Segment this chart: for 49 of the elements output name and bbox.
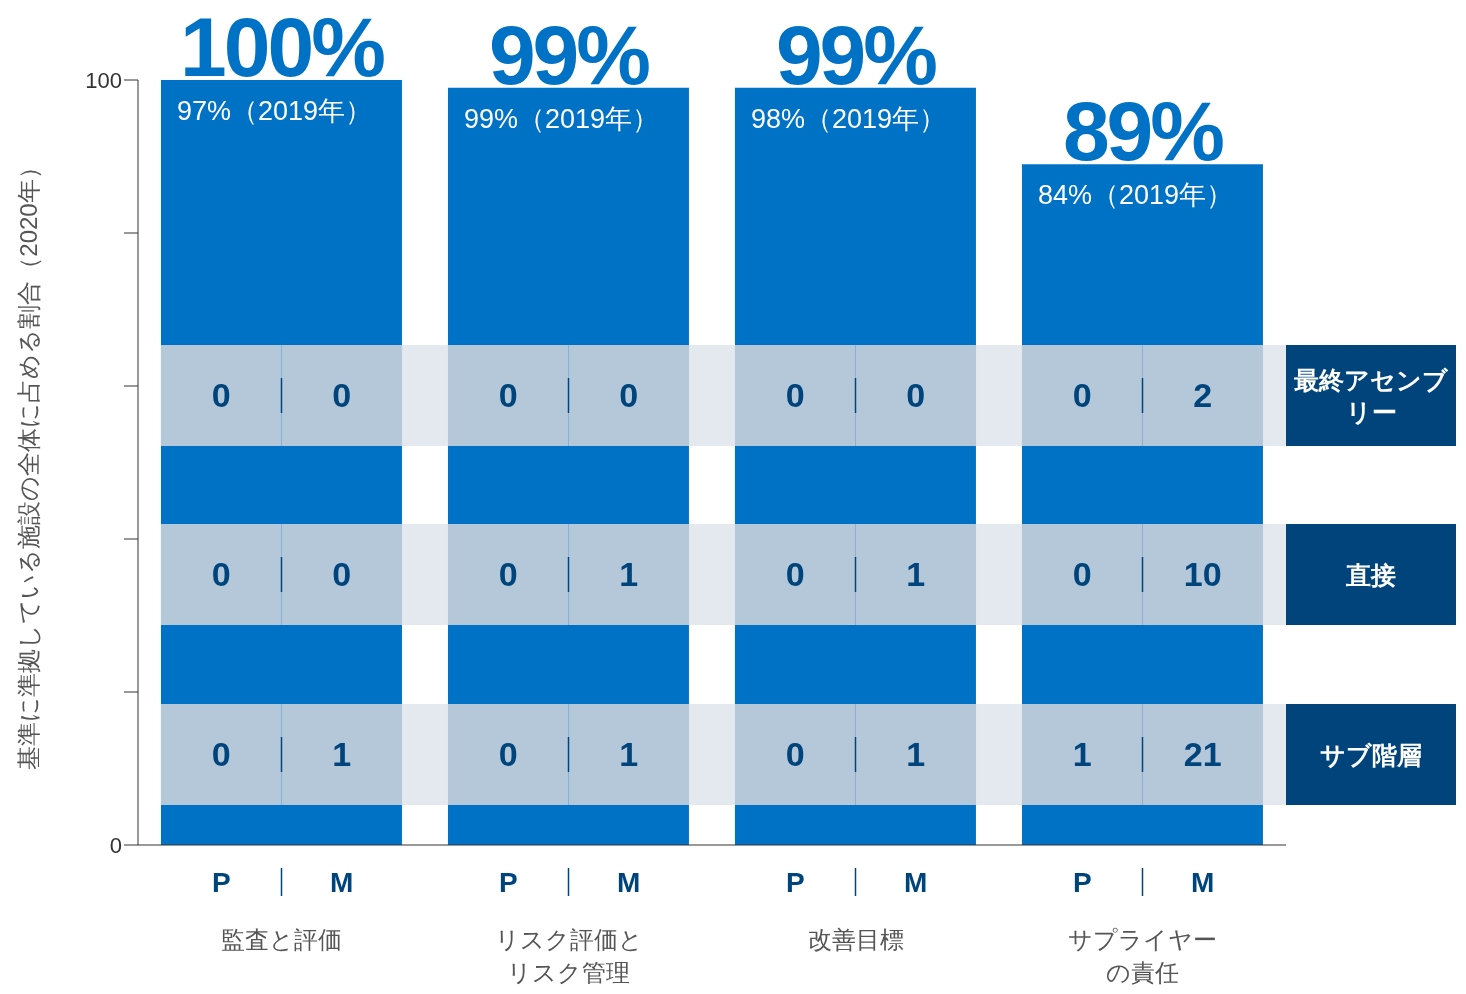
y-tick-label: 直接: [1286, 524, 1456, 625]
x-tick-label: P: [1072, 867, 1092, 898]
x-tick-label: P: [785, 867, 805, 898]
x-tick-label: サプライヤーの責任: [1068, 926, 1217, 986]
data-label: 0: [498, 735, 518, 773]
data-label: 0: [785, 735, 805, 773]
x-tick-label: P: [211, 867, 231, 898]
data-label: 0: [332, 376, 352, 414]
data-label: 1: [906, 735, 926, 773]
x-tick-label: 監査と評価: [221, 926, 342, 953]
data-label: 0: [332, 555, 352, 593]
data-label: 0: [211, 376, 231, 414]
data-label: 0: [211, 735, 231, 773]
data-label: 0: [906, 376, 926, 414]
x-tick-label: P: [498, 867, 518, 898]
annotation: 99%（2019年）: [463, 103, 660, 134]
data-label: 0: [498, 555, 518, 593]
annotation: 98%（2019年）: [750, 103, 947, 134]
data-label: 10: [1183, 555, 1222, 593]
data-label: 0: [785, 555, 805, 593]
data-label: 0: [498, 376, 518, 414]
x-tick-label: リスク評価とリスク管理: [494, 926, 643, 986]
data-label: 1: [906, 555, 926, 593]
y-tick-label: サブ階層: [1286, 704, 1456, 805]
data-label: 0: [785, 376, 805, 414]
x-tick-label: M: [330, 867, 354, 898]
data-label: 1: [619, 555, 639, 593]
x-tick-label: M: [1191, 867, 1215, 898]
data-label: 21: [1183, 735, 1222, 773]
y-tick-label: 最終アセンブリー: [1286, 345, 1456, 446]
annotation: 84%（2019年）: [1037, 180, 1234, 211]
x-tick-label: M: [904, 867, 928, 898]
data-label: 0: [211, 555, 231, 593]
x-tick-label: 改善目標: [807, 926, 904, 953]
y-tick-label: 100: [85, 67, 122, 93]
x-tick-label: M: [617, 867, 641, 898]
data-label: 89%: [1062, 84, 1224, 179]
data-label: 1: [619, 735, 639, 773]
data-label: 0: [1072, 555, 1092, 593]
data-label: 1: [1072, 735, 1092, 773]
y-axis-title: 基準に準拠している施設の全体に占める割合（2020年）: [14, 155, 42, 770]
data-label: 1: [332, 735, 352, 773]
data-label: 2: [1193, 376, 1213, 414]
annotation: 97%（2019年）: [176, 96, 373, 126]
data-label: 100%: [180, 0, 385, 94]
data-label: 99%: [488, 7, 650, 102]
data-label: 0: [1072, 376, 1092, 414]
data-label: 0: [619, 376, 639, 414]
data-label: 99%: [775, 7, 937, 102]
